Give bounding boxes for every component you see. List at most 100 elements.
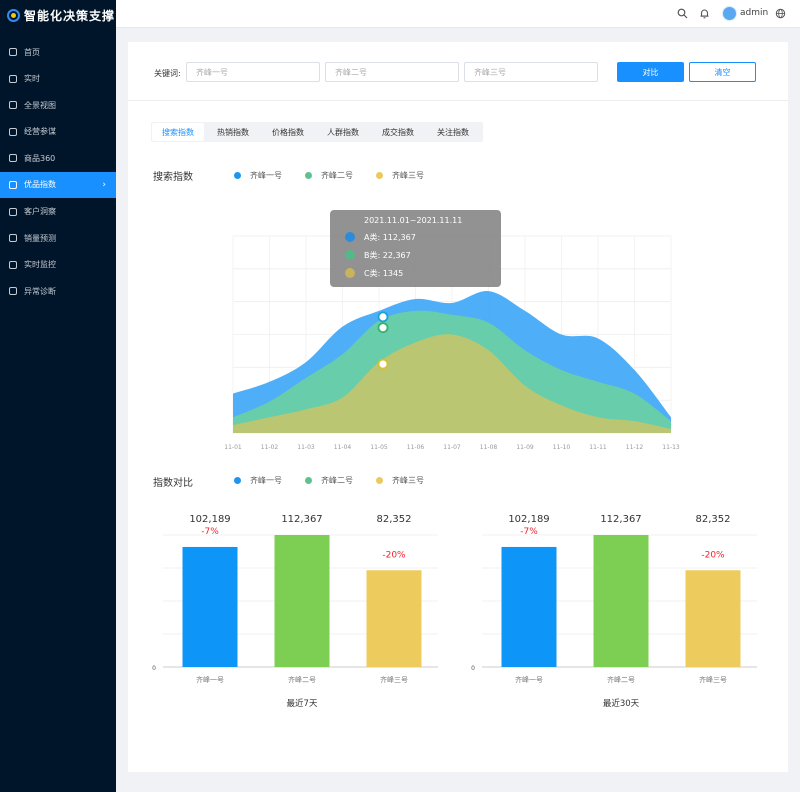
bar-change-label: -20% — [701, 550, 725, 560]
grid-icon — [9, 101, 17, 110]
tooltip-row: B类: 22,367 — [364, 250, 411, 260]
sidebar-item-1[interactable]: 实时 — [0, 66, 116, 92]
chart-tooltip: 2021.11.01~2021.11.11 A类: 112,367 B类: 22,3… — [330, 210, 501, 287]
tooltip-title: 2021.11.01~2021.11.11 — [364, 216, 462, 225]
box-icon — [9, 154, 17, 163]
tooltip-row: A类: 112,367 — [364, 232, 416, 242]
legend-item[interactable]: 齐峰一号 — [234, 475, 282, 486]
bar[interactable] — [182, 546, 238, 667]
legend-dot — [234, 172, 241, 179]
trend-icon — [9, 234, 17, 243]
bar-value-label: 82,352 — [696, 514, 731, 525]
bar[interactable] — [593, 535, 649, 667]
bar-change-label: -7% — [201, 527, 219, 537]
legend-label: 齐峰三号 — [392, 476, 424, 485]
hover-point[interactable] — [377, 322, 389, 334]
legend-item[interactable]: 齐峰二号 — [305, 170, 353, 181]
x-tick-label: 11-09 — [516, 444, 534, 451]
top-bar: admin — [116, 0, 800, 28]
x-tick-label: 11-04 — [334, 444, 352, 451]
sidebar-item-label: 实时监控 — [24, 260, 56, 270]
sidebar-item-6[interactable]: 客户洞察 — [0, 199, 116, 225]
bar-chart-30-days: 0 102,189 -7% 齐峰一号 112,367 齐峰二号 82,352 -20% 齐峰三号… — [471, 514, 757, 709]
clear-button[interactable]: 清空 — [689, 62, 756, 82]
legend-dot — [376, 477, 383, 484]
tooltip-row: C类: 1345 — [364, 268, 403, 278]
chevron-right-icon: › — [102, 179, 106, 190]
x-tick-label: 11-07 — [443, 444, 461, 451]
bar[interactable] — [501, 546, 557, 667]
bell-icon[interactable] — [699, 8, 710, 19]
hover-point[interactable] — [377, 311, 389, 323]
sidebar-item-label: 实时 — [24, 74, 40, 84]
bar-category-label: 齐峰一号 — [515, 675, 543, 684]
tooltip-dot — [345, 268, 355, 278]
app-logo[interactable]: 智能化决策支撑 — [0, 0, 116, 30]
sidebar-item-2[interactable]: 全景视图 — [0, 92, 116, 118]
tab-0[interactable]: 搜索指数 — [152, 123, 204, 141]
filter-bar: 关键词: 对比 清空 — [128, 42, 788, 101]
tab-4[interactable]: 成交指数 — [382, 127, 414, 137]
legend-item[interactable]: 齐峰二号 — [305, 475, 353, 486]
legend-label: 齐峰三号 — [392, 171, 424, 180]
keyword-label: 关键词: — [154, 69, 181, 78]
search-icon[interactable] — [677, 8, 688, 19]
search-index-title: 搜索指数 — [153, 172, 193, 183]
legend-item[interactable]: 齐峰三号 — [376, 475, 424, 486]
tooltip-dot — [345, 232, 355, 242]
bar[interactable] — [685, 570, 741, 667]
sidebar-item-label: 异常诊断 — [24, 286, 56, 296]
legend-label: 齐峰二号 — [321, 476, 353, 485]
index-tabs: 搜索指数 热销指数 价格指数 人群指数 成交指数 关注指数 — [151, 122, 483, 142]
location-icon — [9, 260, 17, 269]
legend-item[interactable]: 齐峰一号 — [234, 170, 282, 181]
legend-label: 齐峰二号 — [321, 171, 353, 180]
area-series-2[interactable] — [233, 334, 671, 433]
sidebar-item-5[interactable]: 优品指数 › — [0, 171, 116, 198]
tooltip-dot — [345, 250, 355, 260]
bar-chart-title: 最近7天 — [287, 698, 318, 709]
legend-item[interactable]: 齐峰三号 — [376, 170, 424, 181]
globe-icon[interactable] — [775, 8, 786, 19]
compare-legend: 齐峰一号 齐峰二号 齐峰三号 — [234, 475, 447, 486]
keyword-input-1[interactable] — [186, 62, 320, 82]
sidebar-item-0[interactable]: 首页 — [0, 39, 116, 65]
sidebar-item-label: 客户洞察 — [24, 207, 56, 217]
bar-change-label: -7% — [520, 527, 538, 537]
sidebar-item-9[interactable]: 异常诊断 — [0, 278, 116, 304]
bar-value-label: 82,352 — [377, 514, 412, 525]
x-tick-label: 11-06 — [407, 444, 425, 451]
avatar[interactable] — [722, 6, 737, 21]
main-card: 关键词: 对比 清空 搜索指数 热销指数 价格指数 人群指数 成交指数 关注指数 搜索指数… — [128, 42, 788, 772]
legend-dot — [376, 172, 383, 179]
tab-5[interactable]: 关注指数 — [437, 127, 469, 137]
keyword-input-3[interactable] — [464, 62, 598, 82]
legend-dot — [234, 477, 241, 484]
bar[interactable] — [366, 570, 422, 667]
sidebar-item-8[interactable]: 实时监控 — [0, 252, 116, 278]
sidebar-item-label: 经营参谋 — [24, 127, 56, 137]
sidebar-item-4[interactable]: 商品360 — [0, 145, 116, 171]
user-name[interactable]: admin — [740, 8, 769, 18]
keyword-input-2[interactable] — [325, 62, 459, 82]
bar-chart-title: 最近30天 — [603, 698, 640, 709]
sidebar-item-3[interactable]: 经营参谋 — [0, 119, 116, 145]
y-tick-label: 0 — [471, 665, 475, 672]
sidebar-item-label: 首页 — [24, 47, 40, 57]
x-tick-label: 11-12 — [626, 444, 644, 451]
app-title: 智能化决策支撑 — [24, 8, 116, 23]
x-tick-label: 11-11 — [589, 444, 607, 451]
legend-label: 齐峰一号 — [250, 476, 282, 485]
x-tick-label: 11-01 — [224, 444, 242, 451]
tab-1[interactable]: 热销指数 — [217, 127, 249, 137]
sidebar-item-label: 全景视图 — [24, 100, 56, 110]
compare-button[interactable]: 对比 — [617, 62, 684, 82]
tab-3[interactable]: 人群指数 — [327, 127, 359, 137]
book-icon — [9, 127, 17, 136]
legend-label: 齐峰一号 — [250, 171, 282, 180]
sidebar-item-7[interactable]: 销量预测 — [0, 225, 116, 251]
bar[interactable] — [274, 535, 330, 667]
hover-point[interactable] — [377, 358, 389, 370]
bar-chart-7-days: 0 102,189 -7% 齐峰一号 112,367 齐峰二号 82,352 -20% 齐峰三号… — [152, 514, 438, 709]
tab-2[interactable]: 价格指数 — [272, 127, 304, 137]
